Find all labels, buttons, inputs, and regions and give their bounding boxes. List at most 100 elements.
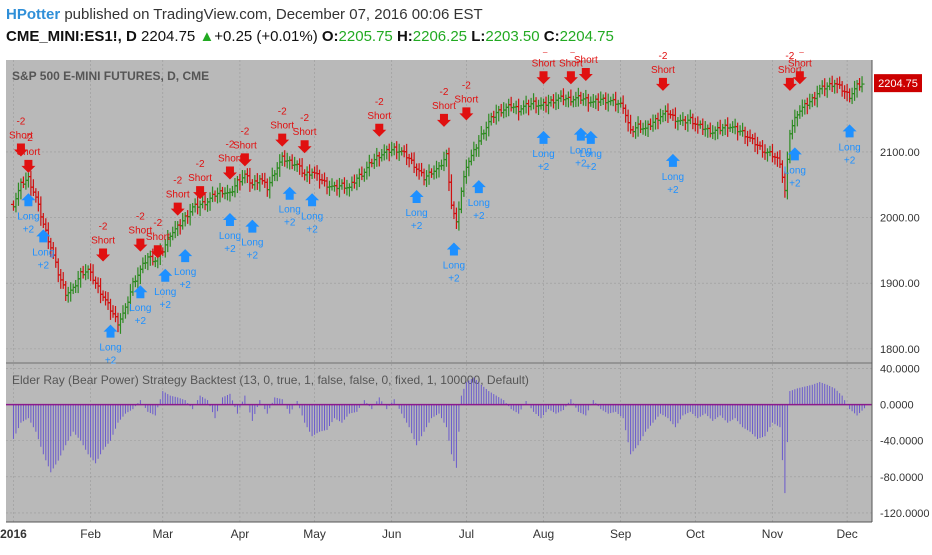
indicator-pane-title: Elder Ray (Bear Power) Strategy Backtest…: [12, 373, 529, 387]
long-qty-label: +2: [789, 178, 801, 189]
high-value: 2206.25: [412, 28, 468, 45]
short-qty-label: -2: [226, 139, 235, 150]
long-qty-label: +2: [538, 162, 550, 173]
long-signal-label: Long: [570, 146, 592, 157]
short-arrow-icon: [459, 107, 474, 121]
long-qty-label: +2: [224, 244, 236, 255]
long-qty-label: +2: [411, 221, 423, 232]
long-qty-label: +2: [284, 218, 296, 229]
long-arrow-icon: [583, 130, 598, 144]
axes: 2100.00 2000.00 1900.00 1800.00 40.0000 0.000…: [0, 60, 930, 541]
open-label: O:: [321, 28, 339, 45]
short-arrow-icon: [275, 133, 290, 147]
short-signal-label: Short: [233, 140, 257, 151]
long-signal-label: Long: [129, 303, 151, 314]
symbol-line: CME_MINI:ES1!, D 2204.75 ▲+0.25 (+0.01%)…: [6, 28, 614, 45]
short-qty-label: -2: [300, 113, 309, 124]
long-signal-label: Long: [17, 211, 39, 222]
long-arrow-icon: [103, 324, 118, 338]
short-arrow-icon: [96, 248, 111, 262]
long-qty-label: +2: [667, 185, 679, 196]
price-pane[interactable]: [6, 60, 872, 362]
long-arrow-icon: [178, 249, 193, 263]
long-arrow-icon: [665, 153, 680, 167]
short-qty-label: -2: [375, 97, 384, 108]
short-signal-label: Short: [128, 226, 152, 237]
time-tick-label: Apr: [231, 527, 250, 541]
long-arrow-icon: [222, 213, 237, 226]
long-arrow-icon: [158, 268, 173, 282]
short-arrow-icon: [133, 238, 148, 252]
published-text: published on TradingView.com, December 0…: [60, 6, 483, 23]
chart-area[interactable]: S&P 500 E-MINI FUTURES, D, CME Elder Ray…: [0, 41, 932, 550]
last-price-badge: [874, 74, 922, 93]
chart-canvas[interactable]: S&P 500 E-MINI FUTURES, D, CME Elder Ray…: [0, 41, 932, 550]
short-signal-label: Short: [367, 111, 391, 122]
long-signal-label: Long: [784, 165, 806, 176]
low-label: L:: [471, 28, 486, 45]
long-signal-label: Long: [32, 247, 54, 258]
author-link[interactable]: HPotter: [6, 6, 61, 23]
short-arrow-icon: [193, 186, 208, 200]
short-qty-label: -2: [196, 159, 205, 170]
time-tick-label: Jun: [382, 527, 401, 541]
short-arrow-icon: [655, 77, 670, 91]
change-arrow-icon: ▲: [199, 28, 215, 45]
short-arrow-icon: [170, 202, 185, 216]
price-tick-label: 1800.00: [880, 344, 920, 356]
long-qty-label: +2: [105, 356, 117, 367]
short-signal-label: Short: [432, 101, 456, 112]
short-qty-label: -2: [99, 222, 108, 233]
trade-signals: -2Short-2ShortLong+2Long+2-2ShortLong+2-…: [9, 41, 861, 367]
short-qty-label: -2: [24, 133, 33, 144]
short-signal-label: Short: [788, 58, 812, 69]
long-arrow-icon: [446, 242, 461, 256]
long-signal-label: Long: [301, 211, 323, 222]
short-arrow-icon: [237, 153, 252, 167]
symbol-name[interactable]: CME_MINI:ES1!, D: [6, 28, 137, 45]
indicator-tick-label: -120.0000: [880, 508, 930, 520]
long-signal-label: Long: [405, 208, 427, 219]
long-arrow-icon: [36, 229, 51, 243]
time-tick-label: Oct: [686, 527, 705, 541]
long-signal-label: Long: [154, 287, 176, 298]
long-signal-label: Long: [838, 142, 860, 153]
long-arrow-icon: [536, 130, 551, 144]
price-tick-label: 2100.00: [880, 147, 920, 159]
long-qty-label: +2: [448, 274, 460, 285]
bear-power-histogram: [6, 377, 872, 494]
time-tick-label: Mar: [152, 527, 173, 541]
short-qty-label: -2: [785, 52, 794, 62]
long-signal-label: Long: [99, 343, 121, 354]
short-qty-label: -2: [173, 176, 182, 187]
long-signal-label: Long: [279, 205, 301, 216]
short-signal-label: Short: [293, 127, 317, 138]
short-qty-label: -2: [462, 80, 471, 91]
time-tick-label: Jul: [459, 527, 474, 541]
long-arrow-icon: [245, 219, 260, 233]
short-qty-label: -2: [153, 218, 162, 229]
long-arrow-icon: [409, 190, 424, 204]
short-signal-label: Short: [16, 147, 40, 158]
time-tick-label: Aug: [533, 527, 554, 541]
short-qty-label: -2: [795, 52, 804, 55]
short-arrow-icon: [297, 140, 312, 154]
long-signal-label: Long: [532, 149, 554, 160]
short-signal-label: Short: [91, 236, 115, 247]
high-label: H:: [396, 28, 413, 45]
short-arrow-icon: [372, 123, 387, 137]
short-arrow-icon: [150, 245, 165, 259]
short-qty-label: -2: [240, 126, 249, 137]
time-tick-label: 2016: [0, 527, 27, 541]
price-tick-label: 2000.00: [880, 213, 920, 225]
short-qty-label: -2: [659, 52, 668, 62]
short-arrow-icon: [782, 77, 797, 91]
short-signal-label: Short: [574, 55, 598, 66]
short-arrow-icon: [222, 166, 237, 180]
indicator-tick-label: -80.0000: [880, 472, 923, 484]
long-signal-label: Long: [443, 261, 465, 272]
indicator-pane[interactable]: [6, 364, 872, 522]
last-price: 2204.75: [141, 28, 196, 45]
short-signal-label: Short: [270, 121, 294, 132]
indicator-tick-label: -40.0000: [880, 436, 923, 448]
